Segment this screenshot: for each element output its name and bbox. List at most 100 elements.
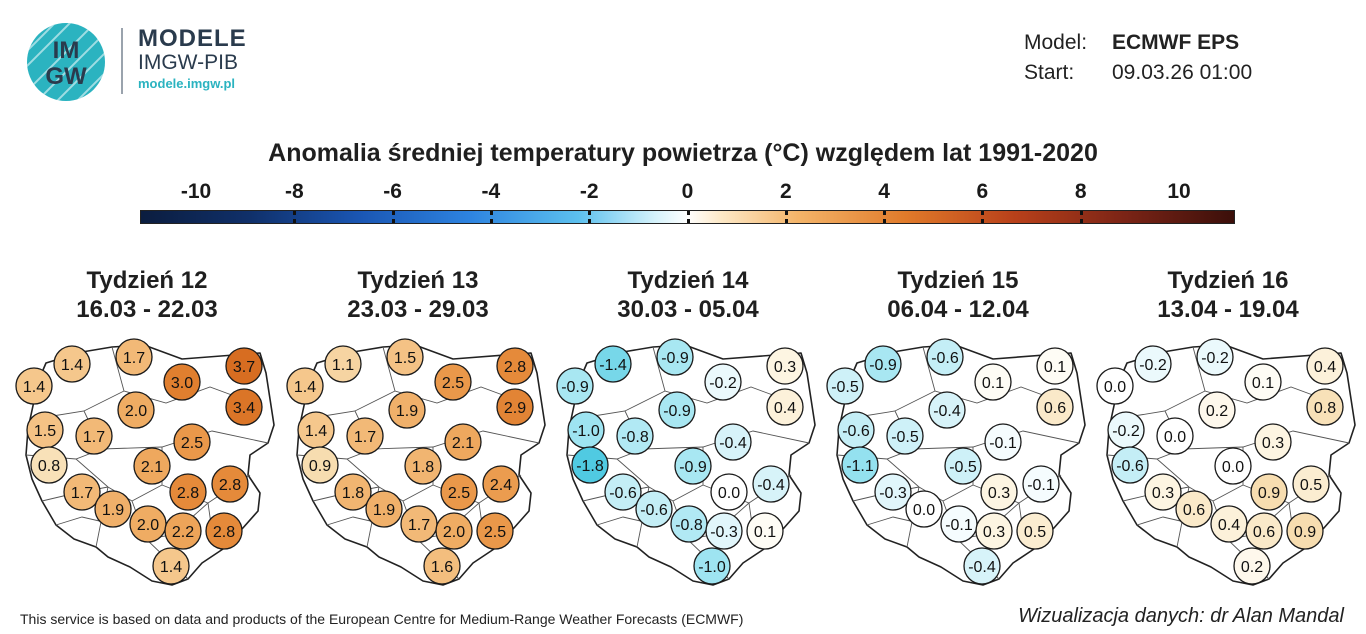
station-value: -0.6 [842, 423, 870, 440]
week-title: Tydzień 14 30.03 - 05.04 [553, 266, 823, 324]
station-marker: 0.5 [1016, 512, 1054, 550]
voivodeship-border [1192, 346, 1330, 404]
imgw-logo: IM GW [27, 23, 105, 101]
station-value: 2.5 [448, 485, 470, 502]
logo-url[interactable]: modele.imgw.pl [138, 76, 236, 91]
station-circle [164, 512, 202, 550]
station-marker: -0.5 [826, 367, 864, 405]
station-marker: 2.5 [440, 473, 478, 511]
station-marker: 2.5 [434, 363, 472, 401]
station-circle [1036, 347, 1074, 385]
colorbar-tick-label: -10 [180, 180, 212, 203]
station-value: 0.0 [1164, 429, 1186, 446]
station-marker: 2.4 [482, 465, 520, 503]
station-circle [423, 547, 461, 585]
station-value: -0.4 [933, 403, 961, 420]
poland-map-week-4: -0.9 -0.6 0.1 0.1 -0.5 0.6 -0.4 -0.6 -0.5 -0.1 -1.… [826, 338, 1086, 586]
station-value: 0.0 [718, 485, 740, 502]
model-label: Model: [1024, 31, 1088, 54]
station-circle [115, 338, 153, 376]
logo-name: MODELE [138, 25, 247, 52]
station-value: 0.6 [1253, 524, 1275, 541]
station-value: 0.9 [309, 458, 331, 475]
station-marker: -0.5 [944, 447, 982, 485]
station-circle [169, 473, 207, 511]
station-value: 0.4 [1218, 517, 1240, 534]
station-circle [556, 367, 594, 405]
station-value: 0.0 [913, 502, 935, 519]
station-value: 0.2 [1206, 403, 1228, 420]
station-value: 2.5 [484, 524, 506, 541]
colorbar-tick-mark [588, 211, 592, 215]
station-value: 2.0 [125, 403, 147, 420]
colorbar-tick-mark [293, 219, 297, 223]
station-circle [1214, 447, 1252, 485]
station-value: 0.5 [1300, 477, 1322, 494]
station-marker: 2.8 [211, 465, 249, 503]
colorbar-tick-label: 6 [976, 180, 989, 203]
station-circle [841, 446, 879, 484]
station-marker: 0.8 [1306, 388, 1344, 426]
station-circle [1134, 345, 1172, 383]
station-marker: 3.0 [163, 363, 201, 401]
station-marker: 1.4 [53, 345, 91, 383]
station-value: -0.9 [661, 350, 689, 367]
station-marker: 1.9 [365, 490, 403, 528]
station-circle [984, 423, 1022, 461]
station-value: 0.3 [774, 359, 796, 376]
poland-map-week-2: 1.1 1.5 2.8 2.5 1.4 2.9 1.9 1.4 1.7 2.1 0.9 1.8 2.4 1… [286, 338, 546, 586]
station-value: -0.4 [757, 477, 785, 494]
station-value: 1.8 [412, 459, 434, 476]
station-value: 1.7 [408, 517, 430, 534]
station-circle [1096, 367, 1134, 405]
station-circle [693, 547, 731, 585]
station-circle [874, 473, 912, 511]
station-marker: 0.3 [766, 347, 804, 385]
station-marker: -0.2 [1196, 338, 1234, 376]
station-circle [594, 345, 632, 383]
station-marker: -0.4 [928, 391, 966, 429]
station-marker: 0.3 [1254, 423, 1292, 461]
colorbar-tick-label: 10 [1167, 180, 1191, 203]
station-marker: 1.7 [75, 417, 113, 455]
station-value: 2.0 [137, 517, 159, 534]
station-value: 0.1 [1252, 375, 1274, 392]
poland-map-week-1: 1.4 1.7 3.7 3.0 1.4 3.4 2.0 1.5 1.7 2.5 0.8 2.1 2.8 1… [15, 338, 275, 586]
station-value: 1.9 [373, 502, 395, 519]
station-marker: 1.7 [346, 417, 384, 455]
colorbar-tick-mark [1079, 219, 1083, 223]
station-value: 0.8 [38, 458, 60, 475]
station-value: 1.4 [160, 559, 182, 576]
colorbar-tick-label: 0 [681, 180, 694, 203]
station-marker: 2.1 [444, 423, 482, 461]
station-value: -0.9 [869, 357, 897, 374]
station-marker: 1.5 [26, 411, 64, 449]
station-value: 2.1 [141, 459, 163, 476]
station-value: 2.0 [443, 524, 465, 541]
station-value: 3.0 [171, 375, 193, 392]
station-circle [766, 388, 804, 426]
station-value: 0.3 [988, 485, 1010, 502]
station-marker: 0.4 [766, 388, 804, 426]
station-circle [388, 391, 426, 429]
station-marker: -0.4 [752, 465, 790, 503]
station-value: 1.4 [294, 379, 316, 396]
station-circle [496, 347, 534, 385]
voivodeship-border [111, 346, 249, 404]
station-circle [975, 512, 1013, 550]
logo-org: IMGW-PIB [138, 51, 238, 74]
station-value: -0.5 [949, 459, 977, 476]
station-value: 2.2 [172, 524, 194, 541]
colorbar-tick-label: -4 [481, 180, 501, 203]
week-title: Tydzień 15 06.04 - 12.04 [823, 266, 1093, 324]
station-value: 1.7 [354, 429, 376, 446]
station-value: -0.1 [989, 435, 1017, 452]
station-marker: -0.9 [656, 338, 694, 376]
logo-mark-top: IM [53, 37, 80, 64]
station-marker: -1.4 [594, 345, 632, 383]
logo-mark-bottom: GW [45, 63, 87, 90]
station-circle [1254, 423, 1292, 461]
station-marker: 2.0 [129, 505, 167, 543]
station-circle [826, 367, 864, 405]
station-value: -1.4 [599, 357, 627, 374]
